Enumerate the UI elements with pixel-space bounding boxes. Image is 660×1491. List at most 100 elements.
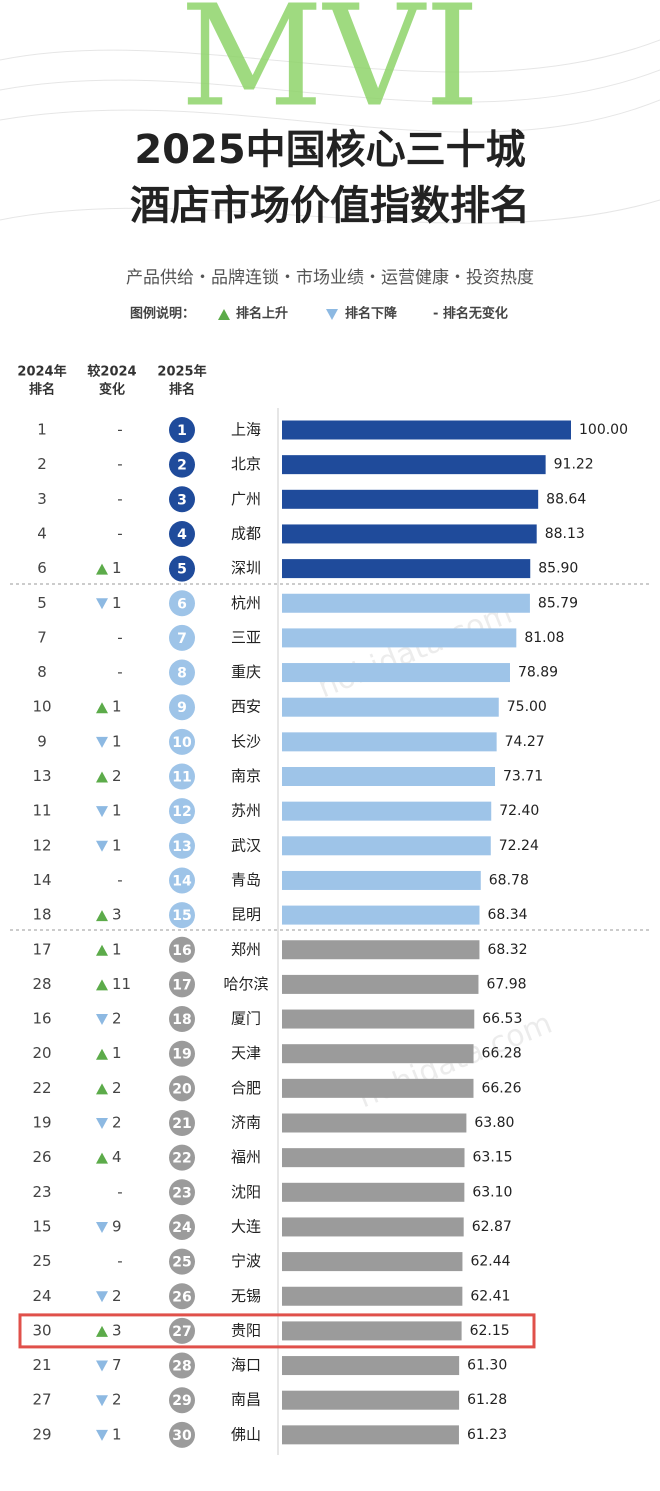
- bar: [282, 1286, 463, 1306]
- value-label: 72.40: [499, 803, 539, 819]
- city-label: 贵阳: [231, 1321, 261, 1339]
- value-label: 62.15: [470, 1323, 510, 1339]
- rank-2025: 23: [172, 1185, 191, 1201]
- city-label: 西安: [231, 698, 261, 716]
- bar: [282, 1182, 465, 1202]
- city-label: 无锡: [231, 1287, 261, 1305]
- change-label: -: [117, 1252, 122, 1270]
- rank-circle: [169, 520, 195, 547]
- column-header: 2024年: [17, 364, 66, 380]
- rank-2025: 25: [172, 1255, 191, 1271]
- rank-2024: 22: [32, 1079, 51, 1097]
- rank-2025: 3: [177, 492, 187, 508]
- rank-2024: 14: [32, 871, 51, 889]
- rank-2024: 19: [32, 1114, 51, 1132]
- city-label: 苏州: [231, 802, 261, 820]
- value-label: 62.44: [470, 1254, 510, 1270]
- up-arrow: [96, 1083, 108, 1095]
- city-label: 成都: [231, 524, 261, 542]
- up-arrow: [96, 771, 108, 783]
- rank-2025: 20: [172, 1081, 192, 1097]
- change-label: 2: [112, 1079, 122, 1097]
- rank-circle: [169, 936, 195, 963]
- bar: [282, 1390, 460, 1410]
- value-label: 68.32: [487, 942, 527, 958]
- rank-2025: 24: [172, 1220, 192, 1236]
- city-label: 昆明: [231, 906, 261, 924]
- city-label: 南昌: [231, 1391, 261, 1409]
- rank-2025: 10: [172, 735, 192, 751]
- rank-circle: [169, 1179, 195, 1206]
- rank-2024: 12: [32, 836, 51, 854]
- rank-2024: 21: [32, 1356, 51, 1374]
- rank-2025: 27: [172, 1324, 191, 1340]
- down-arrow: [96, 598, 108, 610]
- value-label: 61.23: [467, 1427, 507, 1443]
- value-label: 66.53: [482, 1011, 522, 1027]
- up-arrow: [96, 563, 108, 575]
- legend-up: 排名上升: [236, 306, 288, 322]
- rank-circle: [169, 1352, 195, 1379]
- city-label: 上海: [231, 421, 261, 439]
- value-label: 61.30: [467, 1358, 507, 1374]
- rank-circle: [169, 1075, 195, 1102]
- down-arrow: [96, 840, 108, 852]
- value-label: 78.89: [518, 665, 558, 681]
- rank-circle: [169, 417, 195, 443]
- city-label: 大连: [231, 1217, 261, 1235]
- rank-2025: 9: [177, 700, 187, 716]
- change-label: 1: [112, 836, 122, 854]
- column-header: 变化: [99, 382, 125, 398]
- rank-2025: 1: [177, 423, 187, 439]
- change-label: 1: [112, 732, 122, 750]
- value-label: 63.15: [473, 1150, 513, 1166]
- value-label: 91.22: [554, 457, 594, 473]
- rank-2025: 2: [177, 458, 187, 474]
- city-label: 福州: [231, 1148, 261, 1166]
- rank-2025: 12: [172, 804, 191, 820]
- bar: [282, 697, 499, 717]
- rank-circle: [169, 763, 195, 790]
- bar: [282, 940, 480, 960]
- legend-title: 图例说明：: [130, 306, 195, 322]
- background-lines: [0, 39, 660, 224]
- rank-circle: [169, 832, 195, 859]
- rank-circle: [169, 1110, 195, 1136]
- bar: [282, 870, 481, 890]
- logo: MVI: [180, 0, 480, 139]
- change-label: 2: [112, 1114, 122, 1132]
- legend-same: - 排名无变化: [433, 306, 508, 322]
- bar: [282, 974, 479, 994]
- rank-2024: 5: [37, 594, 47, 612]
- rank-2024: 7: [37, 628, 47, 646]
- change-label: -: [117, 524, 122, 542]
- value-label: 74.27: [505, 734, 545, 750]
- change-label: 2: [112, 767, 122, 785]
- change-label: 2: [112, 1391, 122, 1409]
- down-arrow: [96, 1395, 108, 1407]
- change-label: 3: [112, 906, 122, 924]
- rank-2025: 15: [172, 908, 191, 924]
- bar: [282, 559, 531, 579]
- change-label: 4: [112, 1148, 122, 1166]
- city-label: 杭州: [231, 594, 261, 612]
- rank-circle: [169, 1040, 195, 1067]
- rank-2024: 2: [37, 455, 47, 473]
- bar: [282, 732, 497, 752]
- up-arrow: [96, 910, 108, 922]
- value-label: 63.80: [474, 1115, 514, 1131]
- legend-down: 排名下降: [345, 306, 398, 322]
- bar: [282, 524, 537, 544]
- value-label: 75.00: [507, 699, 547, 715]
- rank-circle: [169, 1283, 195, 1310]
- city-label: 海口: [231, 1356, 261, 1374]
- value-label: 62.87: [472, 1219, 512, 1235]
- value-label: 88.13: [545, 526, 585, 542]
- rank-2024: 30: [32, 1321, 51, 1339]
- value-label: 63.10: [472, 1184, 512, 1200]
- rank-2025: 19: [172, 1047, 191, 1063]
- rank-2025: 18: [172, 1012, 191, 1028]
- value-label: 85.79: [538, 595, 578, 611]
- rank-2025: 4: [177, 527, 187, 543]
- rank-2024: 16: [32, 1010, 51, 1028]
